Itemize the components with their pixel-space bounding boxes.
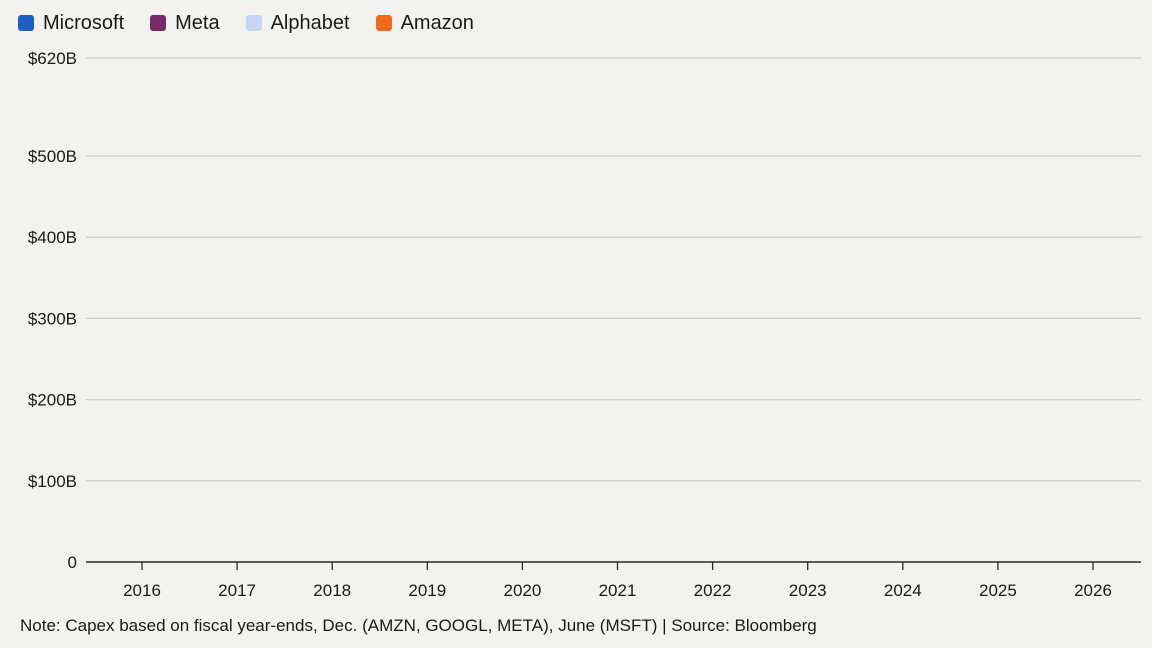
legend-label: Meta bbox=[175, 12, 220, 34]
y-tick-label: $300B bbox=[28, 309, 77, 328]
legend-label: Amazon bbox=[400, 12, 474, 34]
chart-legend: Microsoft Meta Alphabet Amazon bbox=[18, 11, 474, 35]
legend-swatch bbox=[150, 15, 167, 31]
y-tick-label: $620B bbox=[28, 49, 77, 68]
legend-label: Alphabet bbox=[270, 12, 350, 34]
x-tick-label: 2017 bbox=[218, 581, 256, 600]
y-tick-label: $200B bbox=[28, 391, 77, 410]
x-tick-label: 2019 bbox=[408, 581, 446, 600]
x-tick-label: 2022 bbox=[694, 581, 732, 600]
x-tick-label: 2026 bbox=[1074, 581, 1112, 600]
legend-swatch bbox=[375, 15, 392, 31]
x-tick-label: 2021 bbox=[599, 581, 637, 600]
chart-footnote: Note: Capex based on fiscal year-ends, D… bbox=[20, 616, 817, 635]
legend-item-alphabet: Alphabet bbox=[245, 11, 350, 35]
y-tick-label: $500B bbox=[28, 147, 77, 166]
legend-swatch bbox=[245, 15, 262, 31]
legend-item-meta: Meta bbox=[150, 11, 220, 35]
x-tick-label: 2025 bbox=[979, 581, 1017, 600]
y-tick-label: 0 bbox=[68, 553, 77, 572]
x-axis: 2016 2017 2018 2019 2020 2021 2022 2023 2024 2025… bbox=[86, 561, 1141, 600]
y-axis-labels: 0 $100B $200B $300B $400B $500B $620B bbox=[28, 49, 77, 572]
x-tick-label: 2024 bbox=[884, 581, 922, 600]
chart-plot: 0 $100B $200B $300B $400B $500B $620B 2016 2017… bbox=[28, 49, 1141, 600]
x-tick-label: 2016 bbox=[123, 581, 161, 600]
x-tick-label: 2018 bbox=[313, 581, 351, 600]
x-tick-label: 2020 bbox=[503, 581, 541, 600]
y-tick-label: $100B bbox=[28, 472, 77, 491]
legend-item-microsoft: Microsoft bbox=[18, 11, 124, 35]
legend-label: Microsoft bbox=[43, 12, 125, 34]
legend-swatch bbox=[18, 15, 34, 31]
legend-item-amazon: Amazon bbox=[375, 11, 474, 35]
gridlines bbox=[86, 57, 1141, 482]
y-tick-label: $400B bbox=[28, 228, 77, 247]
x-tick-label: 2023 bbox=[789, 581, 827, 600]
